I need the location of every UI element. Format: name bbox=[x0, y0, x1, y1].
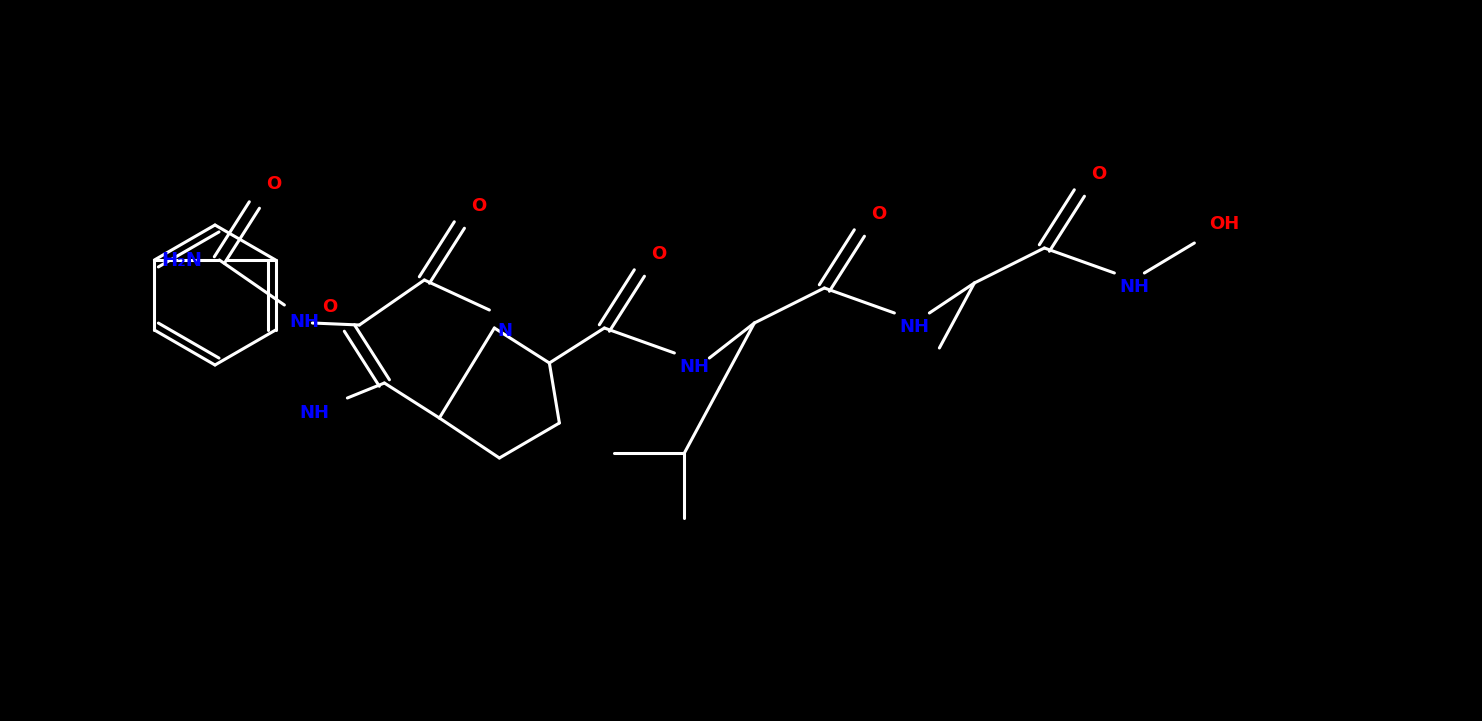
Text: NH: NH bbox=[1119, 278, 1150, 296]
Text: NH: NH bbox=[900, 318, 929, 336]
Text: NH: NH bbox=[289, 313, 320, 331]
Text: O: O bbox=[652, 245, 667, 263]
Text: N: N bbox=[498, 322, 513, 340]
Text: OH: OH bbox=[1209, 215, 1239, 233]
Text: NH: NH bbox=[679, 358, 710, 376]
Text: O: O bbox=[267, 175, 282, 193]
Text: O: O bbox=[471, 197, 486, 215]
Text: O: O bbox=[1091, 165, 1107, 183]
Text: O: O bbox=[871, 205, 886, 223]
Text: NH: NH bbox=[299, 404, 329, 422]
Text: O: O bbox=[322, 298, 338, 316]
Text: H₂N: H₂N bbox=[162, 250, 203, 270]
